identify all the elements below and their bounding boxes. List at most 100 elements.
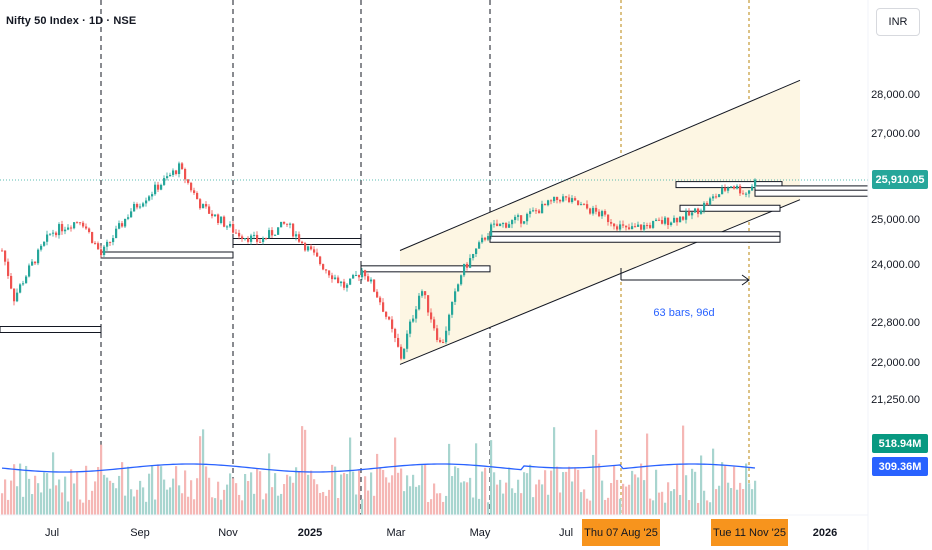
candle-body xyxy=(346,284,349,288)
volume-bar xyxy=(235,483,238,515)
candle-body xyxy=(325,269,328,271)
candle-body xyxy=(367,276,370,282)
volume-bar xyxy=(142,487,145,515)
volume-bar xyxy=(145,501,148,515)
candle-body xyxy=(322,264,325,270)
volume-bar xyxy=(538,479,541,515)
candle-body xyxy=(721,187,724,195)
volume-bar xyxy=(97,467,100,515)
candle-body xyxy=(100,249,103,256)
candle-body xyxy=(274,234,277,236)
volume-bar xyxy=(115,488,118,515)
volume-bar xyxy=(82,502,85,515)
candle-body xyxy=(586,204,589,209)
candle-body xyxy=(439,339,442,343)
volume-bar xyxy=(262,499,265,515)
volume-bar xyxy=(655,469,658,515)
candle-body xyxy=(103,246,106,256)
candle-body xyxy=(646,225,649,227)
volume-bar xyxy=(34,475,37,515)
candle-body xyxy=(208,206,211,214)
time-axis-label: Jul xyxy=(559,527,573,539)
currency-button[interactable]: INR xyxy=(876,8,920,36)
candle-body xyxy=(703,202,706,211)
volume-bar xyxy=(298,471,301,515)
volume-bar xyxy=(718,485,721,515)
volume-bar xyxy=(259,471,262,515)
volume-bar xyxy=(595,429,598,515)
candle-body xyxy=(181,163,184,170)
candle-body xyxy=(523,221,526,224)
candle-body xyxy=(751,186,754,191)
candle-body xyxy=(64,229,67,232)
candle-body xyxy=(409,321,412,334)
candle-body xyxy=(568,197,571,203)
volume-bar xyxy=(580,492,583,515)
volume-bar xyxy=(283,484,286,515)
candle-body xyxy=(508,224,511,228)
volume-bar xyxy=(199,436,202,515)
candle-body xyxy=(88,228,91,233)
candle-body xyxy=(718,194,721,198)
volume-bar xyxy=(412,474,415,515)
volume-bar xyxy=(697,502,700,515)
candle-body xyxy=(31,261,34,266)
volume-bar xyxy=(352,471,355,515)
volume-bar xyxy=(250,472,253,515)
candle-body xyxy=(328,270,331,276)
volume-bar xyxy=(340,474,343,515)
volume-bar xyxy=(13,464,16,515)
volume-bar xyxy=(58,479,61,515)
volume-bar xyxy=(583,489,586,515)
volume-bar xyxy=(748,483,751,515)
volume-bar xyxy=(169,487,172,515)
volume-ma-tag: 309.36M xyxy=(872,457,928,476)
volume-bar xyxy=(196,478,199,515)
volume-bar xyxy=(151,465,154,515)
volume-bar xyxy=(589,500,592,515)
volume-bar xyxy=(289,476,292,515)
volume-bar xyxy=(463,481,466,515)
volume-bar xyxy=(433,483,436,515)
volume-bar xyxy=(346,473,349,515)
volume-bar xyxy=(226,484,229,515)
volume-bar xyxy=(406,475,409,515)
volume-bar xyxy=(106,477,109,515)
volume-bar xyxy=(628,484,631,515)
volume-bar xyxy=(454,466,457,515)
volume-bar xyxy=(421,465,424,515)
volume-bar xyxy=(343,472,346,515)
symbol-title[interactable]: Nifty 50 Index · 1D · NSE xyxy=(6,15,137,27)
volume-bar xyxy=(703,490,706,515)
candle-body xyxy=(631,226,634,230)
date-range-measure[interactable] xyxy=(620,268,750,286)
candle-body xyxy=(748,190,751,194)
volume-bar xyxy=(682,425,685,515)
candle-body xyxy=(538,210,541,214)
candle-body xyxy=(472,254,475,259)
volume-bar xyxy=(472,497,475,515)
volume-bar xyxy=(493,472,496,515)
volume-bar xyxy=(502,493,505,515)
candle-body xyxy=(223,216,226,227)
volume-bar xyxy=(562,472,565,515)
volume-bar xyxy=(280,493,283,515)
candle-body xyxy=(478,242,481,249)
range-end-date-tag: Tue 11 Nov '25 xyxy=(711,519,788,546)
candle-body xyxy=(622,224,625,226)
volume-bar xyxy=(244,474,247,515)
volume-bar xyxy=(85,465,88,515)
volume-bar xyxy=(103,474,106,515)
volume-bar xyxy=(148,473,151,515)
volume-bar xyxy=(514,492,517,515)
volume-bar xyxy=(430,499,433,515)
candle-body xyxy=(166,176,169,179)
volume-bar xyxy=(520,493,523,515)
volume-bar xyxy=(445,495,448,515)
candle-body xyxy=(118,223,121,229)
volume-bar xyxy=(496,484,499,515)
candle-body xyxy=(697,208,700,214)
candle-body xyxy=(481,237,484,243)
candle-body xyxy=(730,186,733,188)
